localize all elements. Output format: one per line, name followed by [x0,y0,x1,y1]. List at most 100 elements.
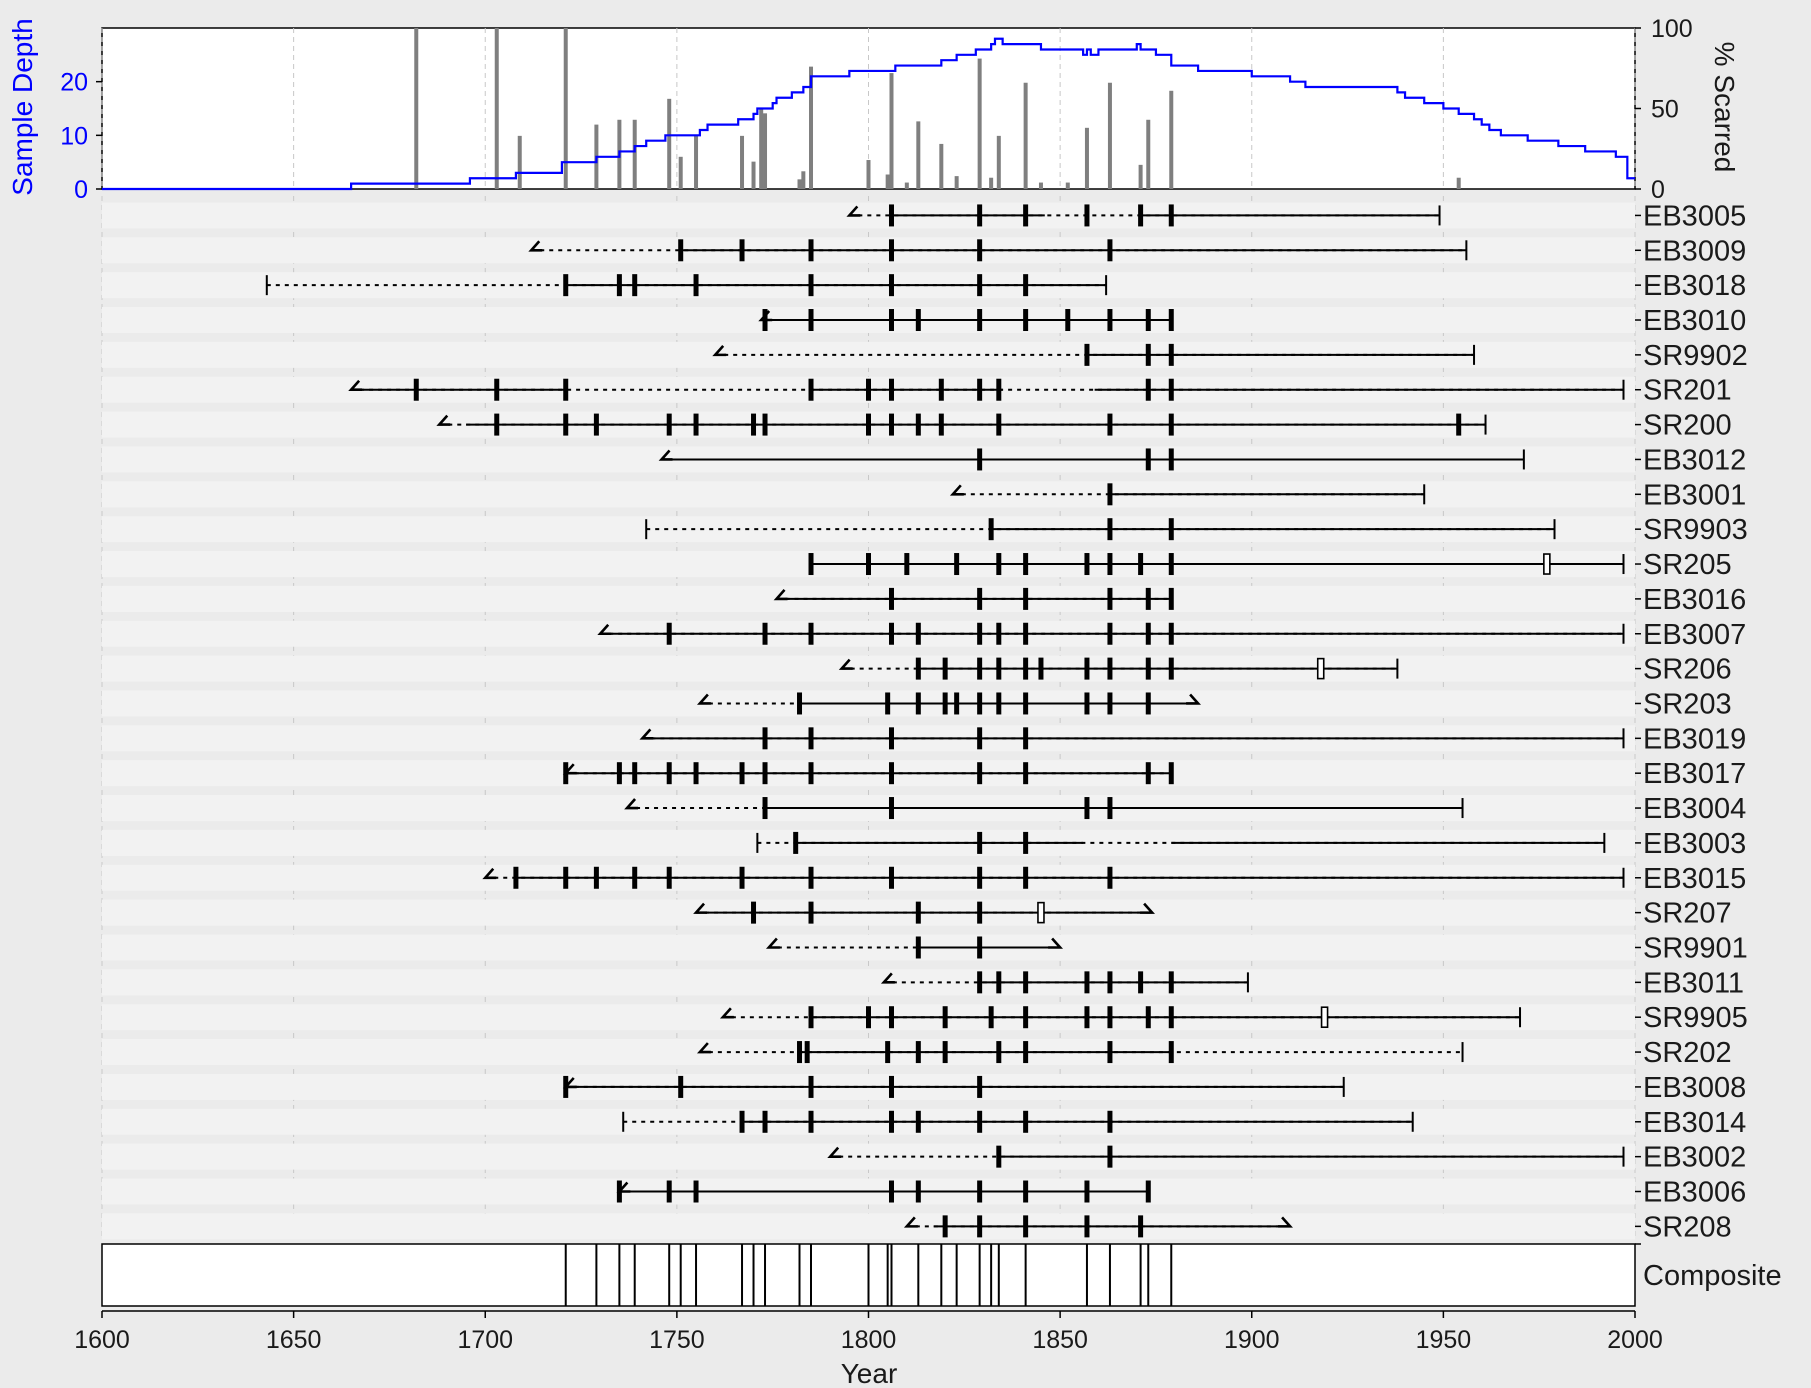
fire-scar-marker [915,1180,921,1203]
fire-scar-marker [563,866,569,889]
pith-marker [827,1146,842,1158]
fire-scar-marker [1107,518,1113,541]
series-label: SR207 [1643,898,1732,930]
fire-scar-marker [762,1110,768,1133]
composite-panel: Composite [101,1243,1782,1307]
series-row: SR201 [102,375,1732,407]
fire-scar-marker [977,866,983,889]
fire-scar-marker [666,762,672,785]
pith-marker [658,449,673,461]
fire-scar-marker [1107,413,1113,436]
series-row: SR207 [102,898,1732,930]
sample-depth-tick-label: 0 [74,176,88,204]
series-label: SR203 [1643,688,1732,720]
percent-scarred-bar [1138,164,1143,189]
fire-scar-marker [996,692,1002,715]
fire-scar-marker [977,274,983,297]
fire-scar-marker [1107,239,1113,262]
pith-marker [639,728,654,740]
series-label: EB3016 [1643,584,1746,616]
fire-scar-marker [1138,553,1144,576]
fire-scar-marker [1023,971,1029,994]
series-row: EB3018 [102,270,1746,302]
percent-scarred-bar [1169,90,1174,189]
percent-scarred-bar [1023,82,1028,189]
fire-scar-marker [666,622,672,645]
fire-scar-marker [915,622,921,645]
fire-scar-marker [1084,1215,1090,1238]
fire-scar-marker [1107,483,1113,506]
fire-scar-marker [563,274,569,297]
percent-scarred-bar [866,160,871,189]
fire-scar-marker [808,1006,814,1029]
percent-scarred-bar [494,28,499,189]
fire-scar-marker [1138,971,1144,994]
fire-scar-marker [1023,1180,1029,1203]
fire-scar-marker [954,553,960,576]
fire-scar-marker [1023,622,1029,645]
fire-scar-marker [977,1215,983,1238]
fire-scar-marker [885,1041,891,1064]
series-row: SR205 [102,549,1732,581]
fire-scar-marker [762,309,768,332]
fire-scar-marker [751,413,757,436]
fire-scar-marker [632,866,638,889]
fire-scar-marker [1084,1180,1090,1203]
sample-depth-panel: 0 10 20 0 50 100 [60,15,1693,204]
fire-scar-marker [808,622,814,645]
pith-marker [597,623,612,636]
fire-scar-marker [666,866,672,889]
series-row: SR9903 [102,514,1748,546]
fire-scar-marker [1145,1006,1151,1029]
pith-marker [482,867,497,880]
fire-scar-marker [1168,309,1174,332]
fire-scar-marker [977,622,983,645]
percent-scarred-axis-title: % Scarred [1709,42,1740,173]
fire-scar-marker [1168,657,1174,680]
fire-scar-marker [1168,448,1174,471]
fire-scar-marker [808,901,814,924]
series-row: EB3010 [102,305,1746,337]
series-label: SR9902 [1643,340,1748,372]
x-axis-tick-label: 1900 [1224,1326,1280,1354]
fire-scar-marker [1023,657,1029,680]
fire-scar-marker [888,727,894,750]
fire-scar-marker [915,1110,921,1133]
fire-scar-marker [1084,971,1090,994]
fire-scar-marker [797,1041,803,1064]
fire-scar-marker [915,901,921,924]
series-row: SR9901 [102,932,1748,964]
series-label: EB3010 [1643,305,1746,337]
fire-scar-marker [678,239,684,262]
fire-scar-marker [1023,866,1029,889]
fire-scar-marker [739,239,745,262]
pith-marker [693,902,708,914]
fire-scar-marker [808,553,814,576]
sample-depth-tick-label: 10 [60,122,88,150]
fire-scar-marker [1168,413,1174,436]
fire-scar-marker [942,657,948,680]
fire-scar-marker [942,692,948,715]
fire-scar-marker [888,1075,894,1098]
fire-scar-marker [739,1110,745,1133]
fire-scar-marker [808,1110,814,1133]
series-row-band [102,655,1635,682]
percent-scarred-bar [989,177,994,189]
fire-scar-marker [1145,309,1151,332]
fire-scar-marker [616,1180,622,1203]
fire-scar-marker [1145,762,1151,785]
injury-marker [1543,553,1551,575]
series-row: SR9902 [102,340,1748,372]
fire-scar-marker [954,692,960,715]
series-row: SR202 [102,1037,1732,1069]
fire-scar-marker [1168,204,1174,227]
percent-scarred-bar [763,113,768,189]
fire-scar-marker [616,274,622,297]
series-label: EB3002 [1643,1142,1746,1174]
fire-scar-marker [1084,797,1090,820]
series-label: EB3015 [1643,863,1746,895]
series-label: SR9903 [1643,514,1748,546]
fire-scar-marker [1023,831,1029,854]
fire-scar-marker [1107,1041,1113,1064]
fire-scar-marker [977,762,983,785]
